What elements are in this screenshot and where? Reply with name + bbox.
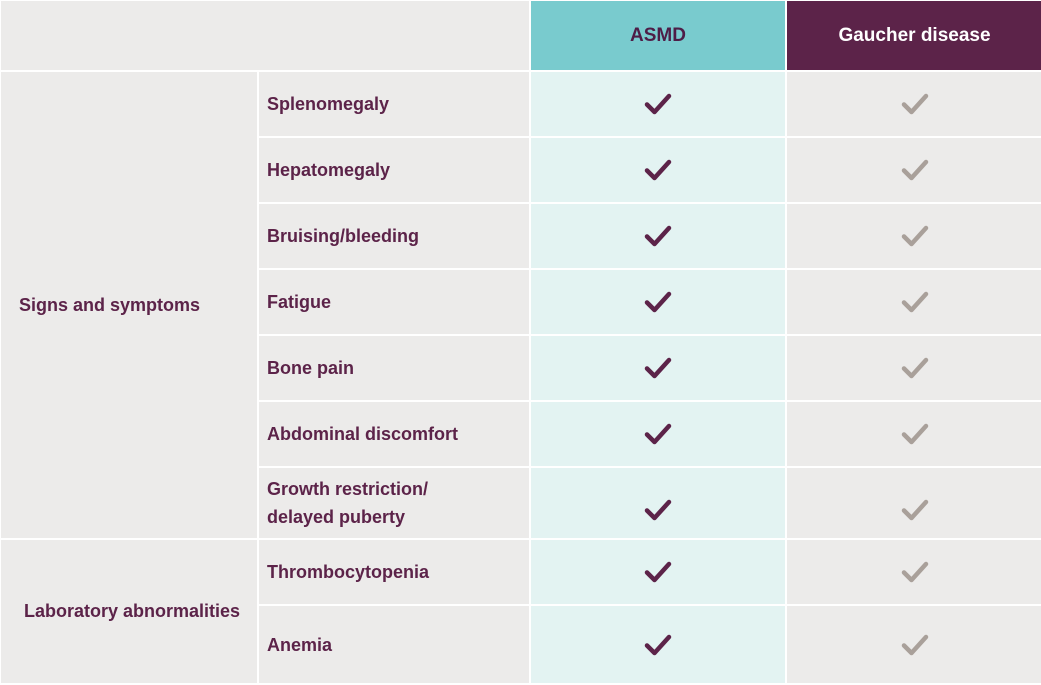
checkmark-icon — [901, 634, 928, 655]
row-label: Bone pain — [259, 336, 529, 400]
column-header-asmd-label: ASMD — [630, 24, 686, 46]
column-header-asmd: ASMD — [531, 1, 785, 70]
checkmark-icon — [901, 159, 928, 181]
gaucher-cell — [787, 270, 1041, 334]
group-laboratory-abnormalities: Laboratory abnormalities — [1, 540, 257, 683]
row-label: Thrombocytopenia — [259, 540, 529, 604]
checkmark-icon — [901, 291, 928, 313]
gaucher-cell — [787, 606, 1041, 683]
row-label-text: Thrombocytopenia — [267, 562, 430, 582]
row-label: Abdominal discomfort — [259, 402, 529, 466]
checkmark-icon — [901, 93, 928, 115]
row-label: Anemia — [259, 606, 529, 683]
group-signs-and-symptoms: Signs and symptoms — [1, 72, 257, 538]
checkmark-icon — [901, 357, 928, 379]
row-label-text: Bone pain — [267, 358, 355, 378]
group-label: Signs and symptoms — [19, 294, 201, 315]
row-label-text: Anemia — [267, 634, 333, 655]
asmd-cell — [531, 402, 785, 466]
asmd-cell — [531, 336, 785, 400]
checkmark-icon — [644, 499, 672, 521]
asmd-cell — [531, 606, 785, 683]
checkmark-icon — [644, 93, 672, 115]
checkmark-icon — [644, 561, 672, 583]
gaucher-cell — [787, 402, 1041, 466]
asmd-cell — [531, 72, 785, 136]
checkmark-icon — [644, 159, 672, 181]
gaucher-cell — [787, 204, 1041, 268]
gaucher-cell — [787, 138, 1041, 202]
checkmark-icon — [901, 561, 928, 583]
gaucher-cell — [787, 336, 1041, 400]
checkmark-icon — [644, 291, 672, 313]
checkmark-icon — [644, 423, 672, 445]
asmd-cell — [531, 138, 785, 202]
checkmark-icon — [644, 634, 672, 655]
column-header-gaucher-label: Gaucher disease — [838, 24, 991, 46]
asmd-cell — [531, 540, 785, 604]
row-label-text: Hepatomegaly — [267, 160, 391, 180]
header-blank-cell — [1, 1, 529, 70]
asmd-cell — [531, 468, 785, 538]
gaucher-cell — [787, 540, 1041, 604]
row-label-text: Fatigue — [267, 292, 332, 312]
row-label: Hepatomegaly — [259, 138, 529, 202]
row-label-text: Bruising/bleeding — [267, 226, 420, 246]
gaucher-cell — [787, 72, 1041, 136]
column-header-gaucher: Gaucher disease — [787, 1, 1041, 70]
row-label: Bruising/bleeding — [259, 204, 529, 268]
asmd-cell — [531, 204, 785, 268]
checkmark-icon — [644, 357, 672, 379]
row-label-text: Abdominal discomfort — [267, 424, 459, 444]
row-label-text: Splenomegaly — [267, 94, 390, 114]
row-label-text: Growth restriction/ delayed puberty — [267, 479, 429, 527]
checkmark-icon — [901, 499, 928, 521]
checkmark-icon — [644, 225, 672, 247]
gaucher-cell — [787, 468, 1041, 538]
group-label: Laboratory abnormalities — [24, 601, 241, 621]
row-label: Growth restriction/ delayed puberty — [259, 468, 529, 538]
row-label: Splenomegaly — [259, 72, 529, 136]
checkmark-icon — [901, 423, 928, 445]
row-label: Fatigue — [259, 270, 529, 334]
checkmark-icon — [901, 225, 928, 247]
asmd-cell — [531, 270, 785, 334]
